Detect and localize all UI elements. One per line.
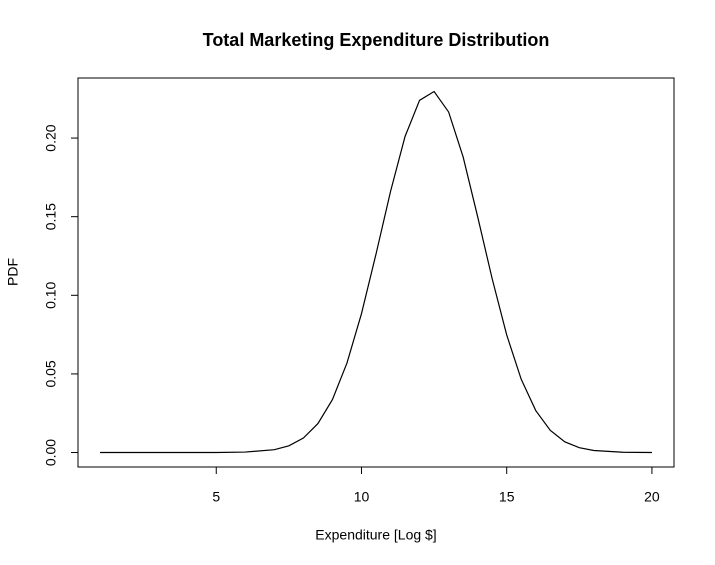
- y-tick-label: 0.15: [43, 203, 59, 230]
- y-tick-label: 0.20: [43, 124, 59, 151]
- x-tick-label: 5: [212, 489, 220, 505]
- x-tick-label: 20: [644, 489, 660, 505]
- y-tick-label: 0.10: [43, 281, 59, 308]
- x-tick-label: 15: [499, 489, 515, 505]
- x-tick-label: 10: [354, 489, 370, 505]
- y-tick-label: 0.00: [43, 439, 59, 466]
- y-tick-label: 0.05: [43, 360, 59, 387]
- chart-title: Total Marketing Expenditure Distribution: [203, 30, 550, 50]
- line-series: [100, 90, 652, 454]
- y-axis-label: PDF: [5, 258, 21, 286]
- x-axis-label: Expenditure [Log $]: [315, 527, 436, 543]
- plot-box: [77, 77, 675, 468]
